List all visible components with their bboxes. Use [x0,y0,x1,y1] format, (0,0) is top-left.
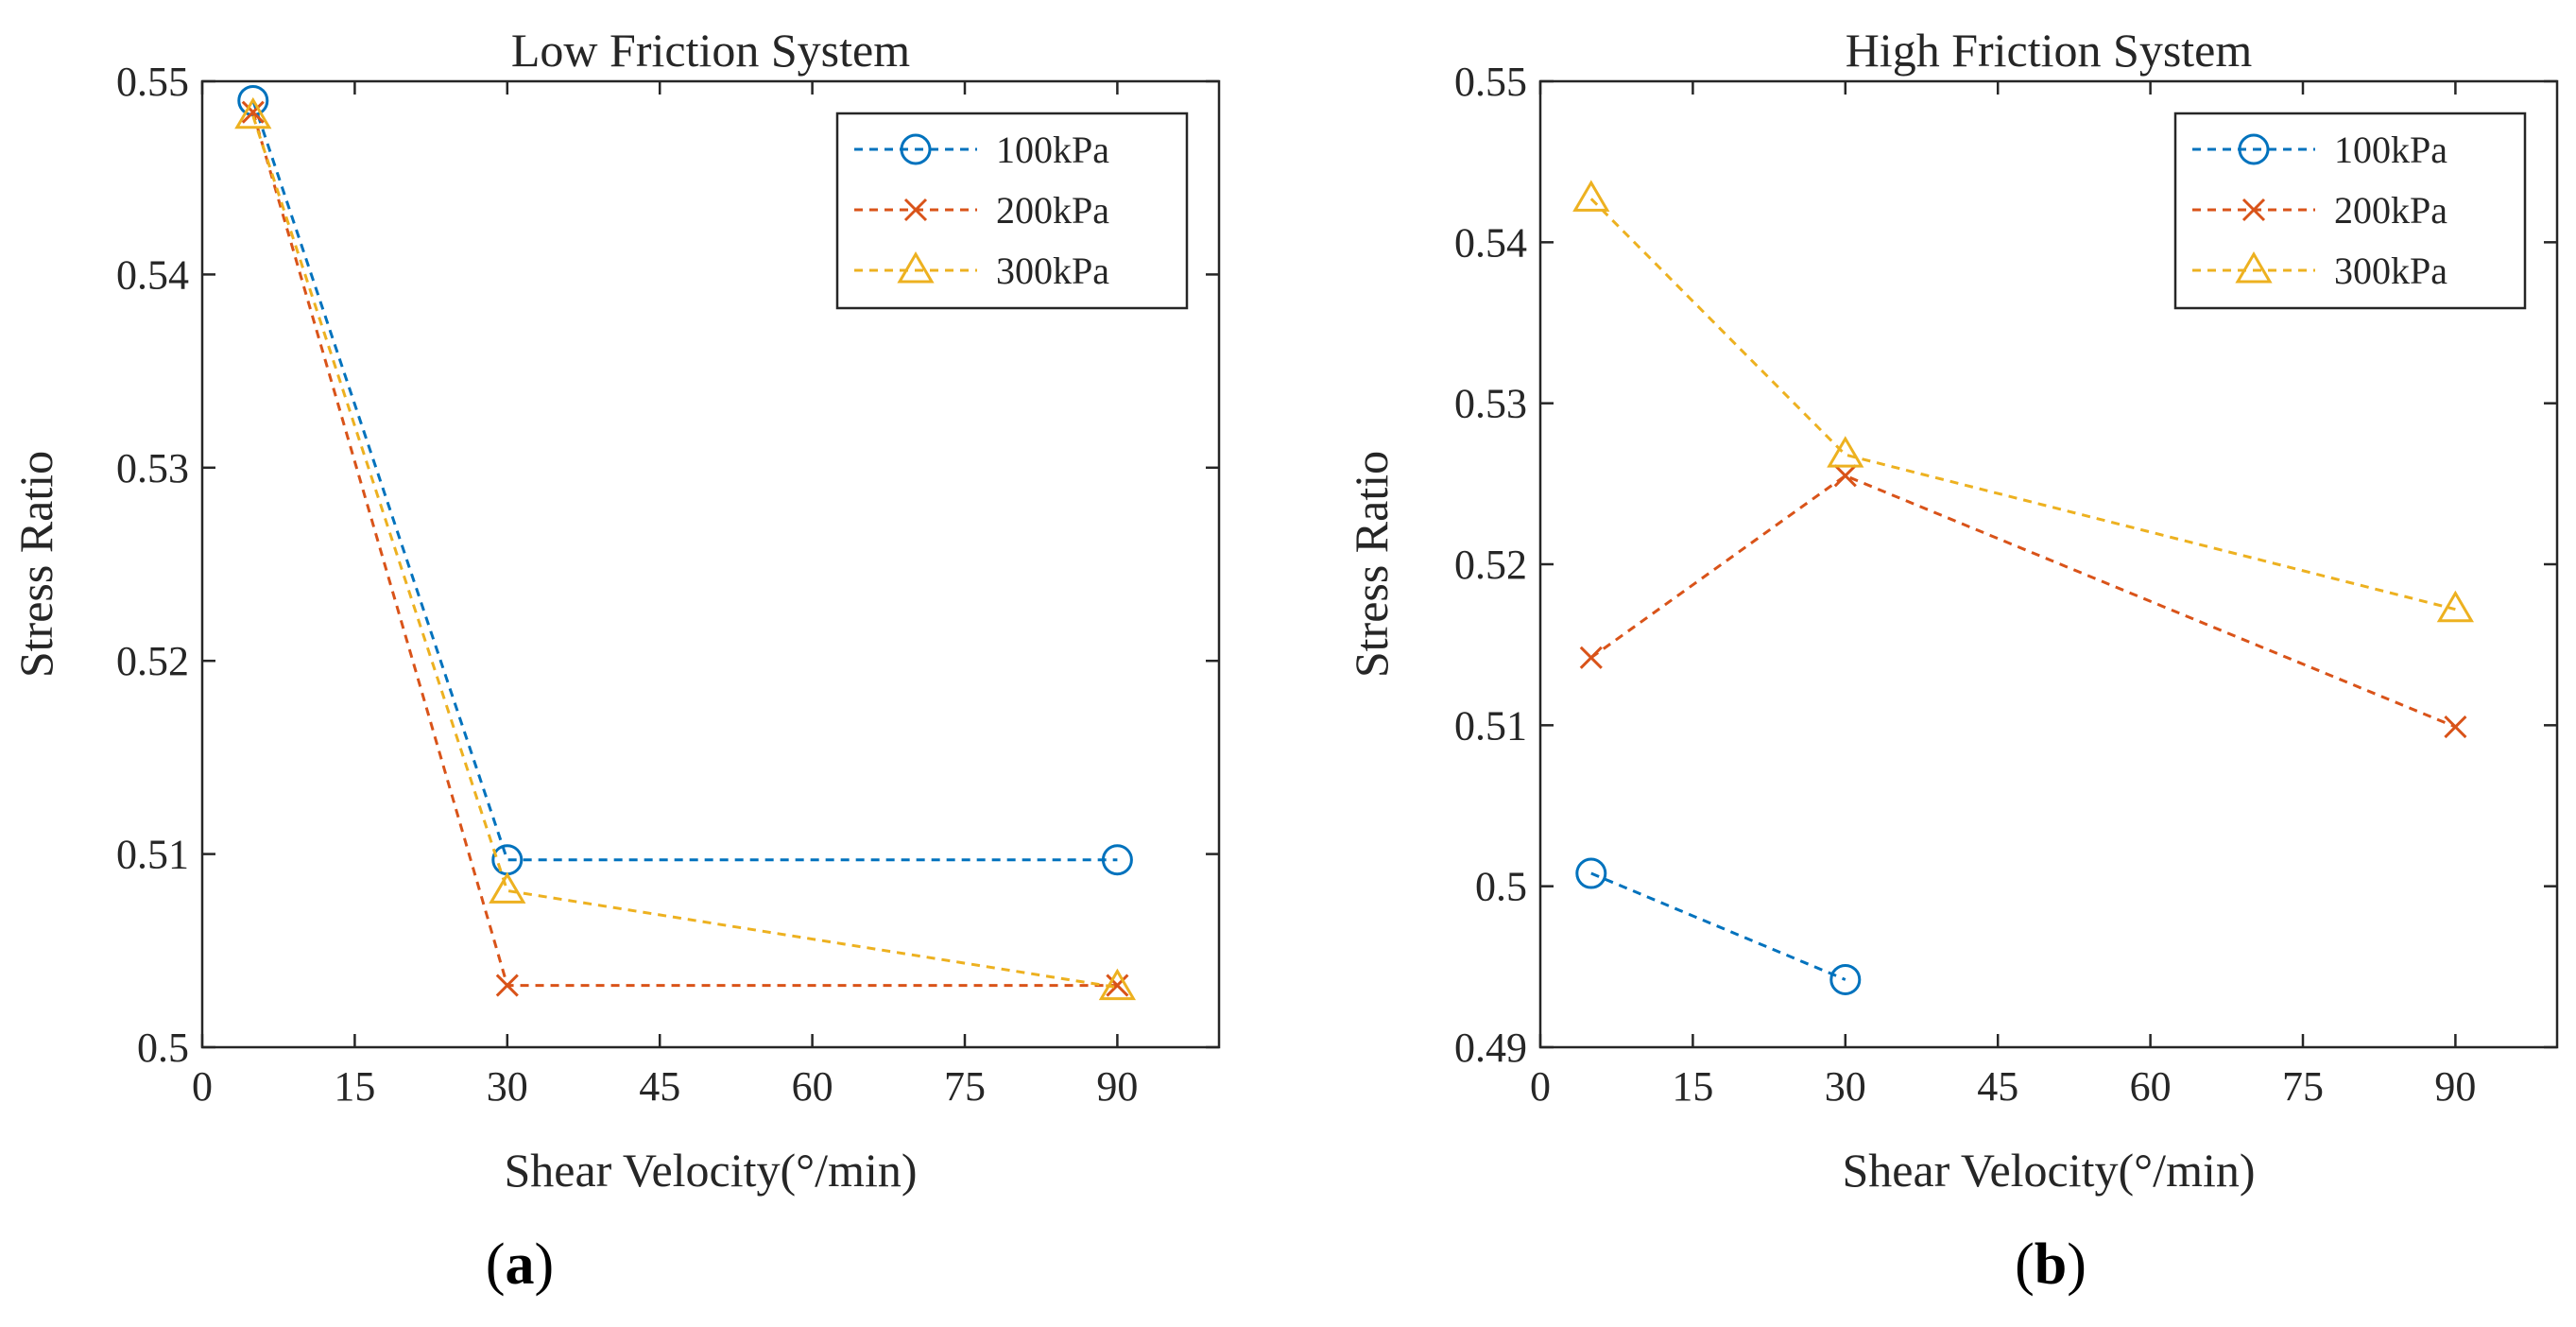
x-tick-label: 0 [1530,1063,1551,1110]
legend-marker-300kPa [2235,251,2273,284]
y-tick-label: 0.52 [1454,542,1527,588]
legend-marker-200kPa [2241,198,2266,222]
y-axis-label: Stress Ratio [1345,451,1398,678]
chart-title: High Friction System [1846,24,2253,77]
legend-marker-300kPa [897,251,935,284]
data-point-300kPa [2436,590,2475,623]
y-tick-label: 0.54 [1454,219,1527,266]
y-tick-label: 0.5 [1475,864,1527,910]
y-tick-label: 0.53 [116,445,189,491]
data-point-200kPa [241,100,265,124]
y-axis-label: Stress Ratio [9,451,62,678]
legend-label: 200kPa [996,189,1109,232]
x-tick-label: 30 [1825,1063,1866,1110]
data-point-200kPa [2444,715,2467,739]
data-point-100kPa [1575,857,1607,889]
legend-label: 200kPa [2334,189,2447,232]
data-point-100kPa [1101,844,1133,876]
y-tick-label: 0.51 [1454,702,1527,749]
x-axis-label: Shear Velocity(°/min) [1842,1144,2255,1197]
data-point-300kPa [1572,180,1610,212]
legend [2173,112,2527,310]
series-line-100kPa [1590,871,1846,981]
plot-area-frame [200,79,1221,1049]
data-point-300kPa [1827,436,1864,468]
x-tick-label: 45 [639,1063,680,1110]
chart-title: Low Friction System [511,24,910,77]
legend-label: 100kPa [996,129,1109,171]
y-tick-label: 0.49 [1454,1025,1527,1071]
legend-label: 300kPa [2334,250,2447,292]
data-point-200kPa [1833,464,1857,488]
y-tick-label: 0.52 [116,638,189,684]
legend-marker-100kPa [900,133,932,165]
x-tick-label: 60 [792,1063,833,1110]
legend [835,112,1189,310]
x-tick-label: 75 [944,1063,986,1110]
panel-label: (a) [486,1232,554,1297]
y-tick-label: 0.55 [116,59,189,105]
data-point-300kPa [489,871,526,904]
legend-marker-100kPa [2238,133,2270,165]
y-tick-label: 0.53 [1454,381,1527,427]
x-tick-label: 75 [2282,1063,2324,1110]
x-tick-label: 15 [334,1063,375,1110]
data-point-200kPa [495,974,519,997]
panel-b: 0 15 30 45 60 75 90 0.49 0.5 0.51 0.52 0.53 0.54 0.55… [1345,24,2559,1297]
x-tick-label: 0 [192,1063,213,1110]
data-point-100kPa [1829,963,1862,995]
x-tick-label: 45 [1977,1063,2018,1110]
x-tick-label: 30 [487,1063,528,1110]
y-tick-label: 0.54 [116,251,189,298]
series-line-300kPa [251,115,1118,990]
data-point-200kPa [1579,646,1603,669]
data-point-200kPa [1106,974,1129,997]
series-line-200kPa [1589,474,2456,729]
y-tick-label: 0.5 [137,1025,189,1071]
data-point-300kPa [234,96,272,129]
legend-marker-200kPa [903,198,928,222]
x-tick-label: 60 [2130,1063,2172,1110]
x-tick-label: 90 [2434,1063,2476,1110]
panel-a: 0 15 30 45 60 75 90 0.5 0.51 0.52 0.53 0.54 0.55 Low … [9,24,1221,1297]
panel-label: (b) [2015,1232,2087,1297]
legend-label: 100kPa [2334,129,2447,171]
legend-label: 300kPa [996,250,1109,292]
x-tick-label: 15 [1672,1063,1713,1110]
data-point-300kPa [1098,968,1137,1001]
y-tick-label: 0.51 [116,832,189,878]
x-axis-label: Shear Velocity(°/min) [504,1144,917,1197]
data-point-100kPa [491,844,524,876]
x-tick-label: 90 [1096,1063,1138,1110]
y-tick-label: 0.55 [1454,59,1527,105]
